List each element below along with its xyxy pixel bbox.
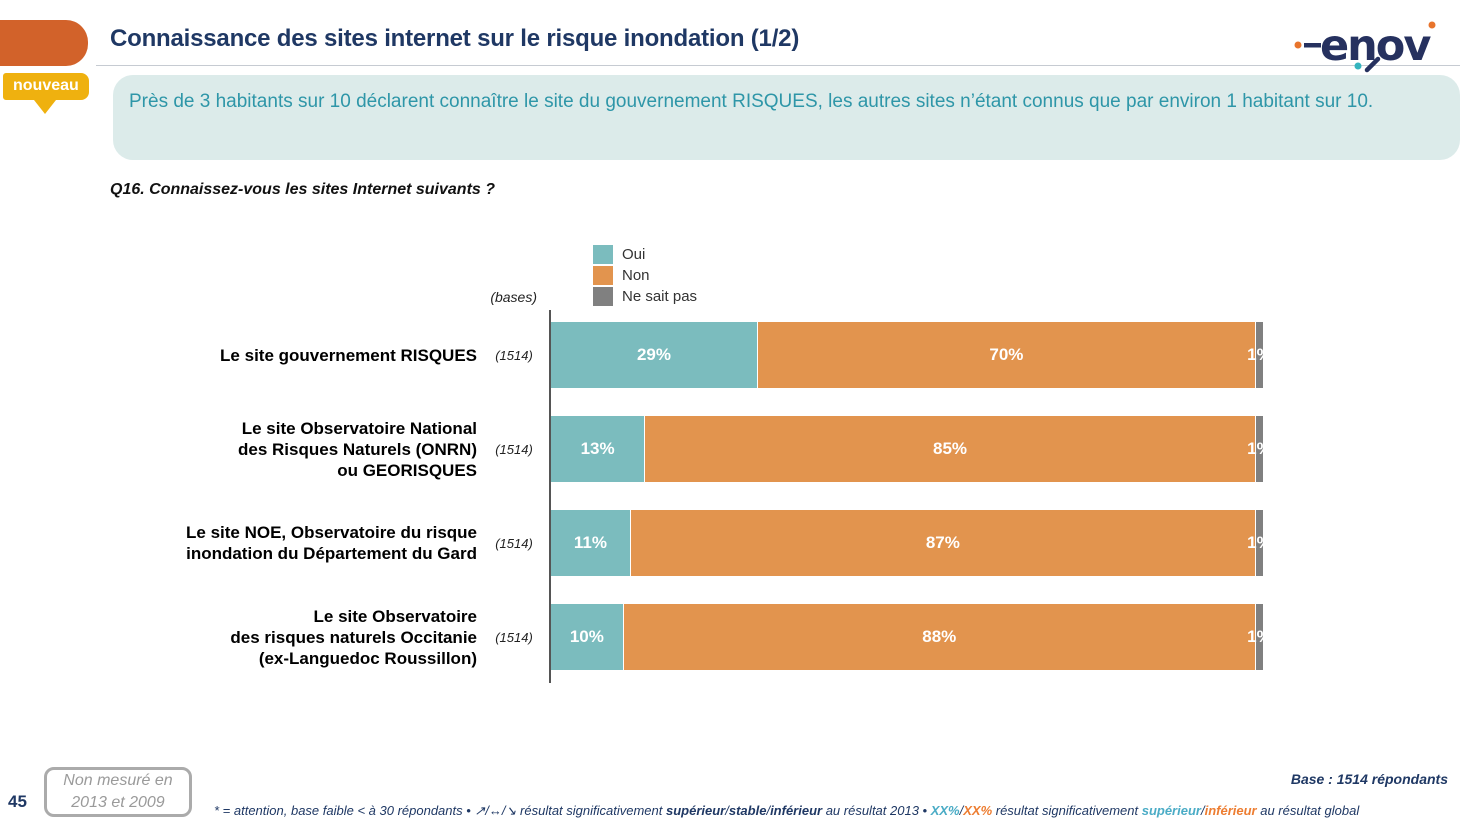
legend-swatch: [593, 245, 613, 264]
row-base-value: (1514): [495, 629, 533, 645]
bar-segment-value: 1%: [1247, 627, 1263, 646]
chart-row: Le site Observatoire National des Risque…: [100, 416, 1263, 482]
not-measured-box: Non mesuré en 2013 et 2009: [44, 767, 192, 817]
stacked-bar: 29% 70% 1%: [551, 322, 1263, 388]
bar-segment-value: 13%: [580, 439, 615, 458]
footnote-part: XX%: [930, 803, 960, 818]
page-number: 45: [8, 792, 27, 811]
logo-dot-teal: [1354, 62, 1362, 70]
bar-segment-oui: 13%: [551, 416, 645, 482]
row-category-label: Le site Observatoire des risques naturel…: [230, 606, 477, 668]
bar-segment-value: 1%: [1247, 533, 1263, 552]
bar-segment-oui: 29%: [551, 322, 757, 388]
legend-swatch: [593, 287, 613, 306]
footnote-part: /: [959, 803, 964, 818]
chart-rows: Le site gouvernement RISQUES (1514) 29% 70%…: [100, 322, 1263, 698]
bases-label: (bases): [490, 289, 537, 305]
bar-segment-value: 88%: [922, 627, 957, 646]
row-category-label: Le site gouvernement RISQUES: [220, 345, 477, 365]
stacked-bar: 13% 85% 1%: [551, 416, 1263, 482]
bar-segment-value: 1%: [1247, 439, 1263, 458]
row-category-label: Le site Observatoire National des Risque…: [238, 418, 477, 480]
footnote-part: résultat significativement: [992, 803, 1142, 818]
bar-segment-ne-sait-pas: 1%: [1247, 604, 1263, 670]
footnote-part: supérieur: [665, 803, 726, 818]
footnote-part: au résultat 2013 •: [822, 803, 931, 818]
nouveau-badge-pointer: [34, 100, 56, 114]
bar-segment-oui: 11%: [551, 510, 630, 576]
footnote-part: au résultat global: [1256, 803, 1360, 818]
footnote-part: /: [766, 803, 771, 818]
row-base-value: (1514): [495, 535, 533, 551]
legend-label: Ne sait pas: [622, 288, 698, 305]
logo-dash: [1304, 43, 1321, 48]
stacked-bar: 11% 87% 1%: [551, 510, 1263, 576]
footnote-part: /: [725, 803, 729, 818]
bar-segment-ne-sait-pas: 1%: [1247, 510, 1263, 576]
row-base-value: (1514): [495, 347, 533, 363]
legend-item: Oui: [593, 245, 697, 264]
bar-segment-non: 88%: [622, 604, 1255, 670]
footnote-part: stable: [728, 803, 767, 818]
footnote-part: ↗/↔/↘ résultat significativement: [474, 803, 666, 818]
chart-axis-line: [549, 310, 551, 683]
legend-label: Non: [622, 267, 650, 284]
logo-magnifier-handle: [1364, 56, 1381, 73]
footnote-part: inférieur: [1204, 803, 1257, 818]
bar-segment-non: 87%: [629, 510, 1255, 576]
footnote-part: supérieur: [1141, 803, 1201, 818]
base-note: Base : 1514 répondants: [1290, 771, 1448, 787]
footnote-part: inférieur: [770, 803, 823, 818]
summary-banner: Près de 3 habitants sur 10 déclarent con…: [113, 75, 1460, 160]
logo-dot-left: [1294, 41, 1302, 49]
chart-legend: Oui Non Ne sait pas: [593, 245, 697, 306]
enov-logo: enov: [1294, 21, 1436, 73]
header-divider: [96, 65, 1460, 66]
row-base-value: (1514): [495, 441, 533, 457]
page-title: Connaissance des sites internet sur le r…: [110, 25, 800, 52]
bar-segment-value: 29%: [636, 345, 671, 364]
nouveau-badge: nouveau: [3, 73, 89, 100]
legend-swatch: [593, 266, 613, 285]
chart-row: Le site Observatoire des risques naturel…: [100, 604, 1263, 670]
bar-segment-non: 70%: [756, 322, 1255, 388]
chart-row: Le site gouvernement RISQUES (1514) 29% 70%…: [100, 322, 1263, 388]
bar-segment-value: 87%: [925, 533, 960, 552]
header-accent-shape: [0, 20, 88, 66]
footnote: * = attention, base faible < à 30 répond…: [214, 803, 1359, 819]
logo-dot-right: [1428, 21, 1436, 29]
footnote-part: XX%: [963, 803, 993, 818]
footnote-part: * = attention, base faible < à 30 répond…: [214, 803, 475, 818]
bar-segment-oui: 10%: [551, 604, 623, 670]
bar-segment-value: 1%: [1247, 345, 1263, 364]
bar-segment-value: 10%: [569, 627, 604, 646]
bar-segment-non: 85%: [644, 416, 1255, 482]
legend-item: Non: [593, 266, 697, 285]
footnote-part: /: [1200, 803, 1205, 818]
chart-row: Le site NOE, Observatoire du risque inon…: [100, 510, 1263, 576]
bar-segment-value: 85%: [933, 439, 968, 458]
stacked-bar: 10% 88% 1%: [551, 604, 1263, 670]
bar-segment-ne-sait-pas: 1%: [1247, 416, 1263, 482]
legend-item: Ne sait pas: [593, 287, 697, 306]
bar-segment-value: 70%: [989, 345, 1024, 364]
question-text: Q16. Connaissez-vous les sites Internet …: [110, 181, 496, 198]
bar-segment-ne-sait-pas: 1%: [1247, 322, 1263, 388]
bar-segment-value: 11%: [573, 533, 607, 552]
row-category-label: Le site NOE, Observatoire du risque inon…: [186, 523, 477, 563]
legend-label: Oui: [622, 246, 646, 263]
